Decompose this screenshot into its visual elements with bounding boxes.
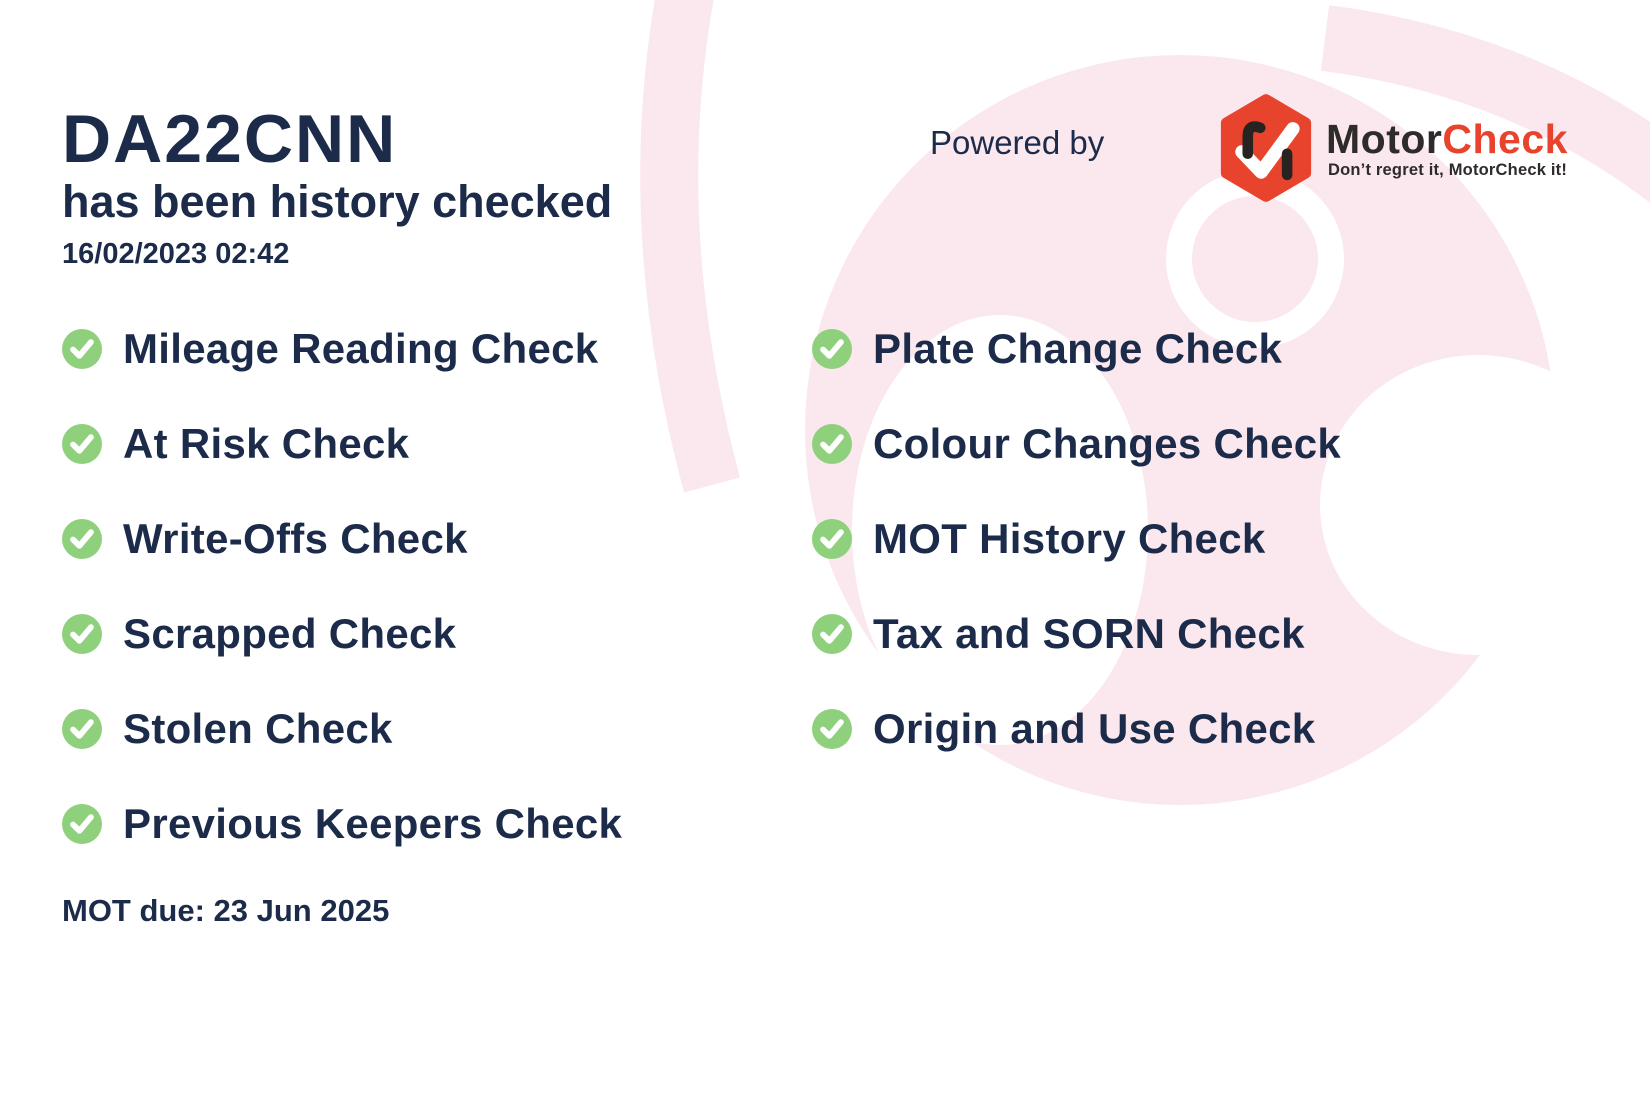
check-item: Previous Keepers Check — [62, 800, 622, 848]
check-item-label: Tax and SORN Check — [873, 610, 1305, 657]
check-item: Stolen Check — [62, 705, 393, 753]
check-item: Mileage Reading Check — [62, 325, 598, 373]
brand-tagline: Don’t regret it, MotorCheck it! — [1328, 161, 1568, 179]
check-item-label: Origin and Use Check — [873, 705, 1316, 752]
check-circle-icon — [812, 329, 852, 369]
check-circle-icon — [62, 709, 102, 749]
check-item: Plate Change Check — [812, 325, 1282, 373]
check-item: Scrapped Check — [62, 610, 456, 658]
check-item: Colour Changes Check — [812, 420, 1341, 468]
check-item-label: Scrapped Check — [123, 610, 457, 657]
check-item: Write-Offs Check — [62, 515, 468, 563]
check-circle-icon — [812, 614, 852, 654]
check-item-label: Stolen Check — [123, 705, 393, 752]
check-circle-icon — [812, 424, 852, 464]
check-item: MOT History Check — [812, 515, 1266, 563]
brand-wordmark: MotorCheck — [1326, 116, 1568, 163]
check-item-label: Mileage Reading Check — [123, 325, 599, 372]
mot-due-text: MOT due: 23 Jun 2025 — [62, 893, 390, 928]
check-item-label: Previous Keepers Check — [123, 800, 623, 847]
page-title: has been history checked — [62, 176, 613, 227]
check-item: Tax and SORN Check — [812, 610, 1305, 658]
check-item-label: At Risk Check — [123, 420, 410, 467]
check-item-label: Write-Offs Check — [123, 515, 468, 562]
brand-name-primary: Motor — [1326, 116, 1443, 162]
check-item: At Risk Check — [62, 420, 409, 468]
check-timestamp: 16/02/2023 02:42 — [62, 238, 290, 270]
check-circle-icon — [62, 424, 102, 464]
check-circle-icon — [62, 329, 102, 369]
check-circle-icon — [62, 614, 102, 654]
check-item-label: Plate Change Check — [873, 325, 1283, 372]
registration-plate: DA22CNN — [62, 101, 398, 177]
check-item-label: Colour Changes Check — [873, 420, 1342, 467]
check-item-label: MOT History Check — [873, 515, 1266, 562]
check-item: Origin and Use Check — [812, 705, 1315, 753]
powered-by-label: Powered by — [930, 124, 1105, 161]
check-circle-icon — [812, 709, 852, 749]
brand-name-secondary: Check — [1442, 116, 1568, 162]
motorcheck-hexagon-check-icon — [1220, 94, 1312, 202]
check-circle-icon — [812, 519, 852, 559]
check-circle-icon — [62, 519, 102, 559]
check-circle-icon — [62, 804, 102, 844]
